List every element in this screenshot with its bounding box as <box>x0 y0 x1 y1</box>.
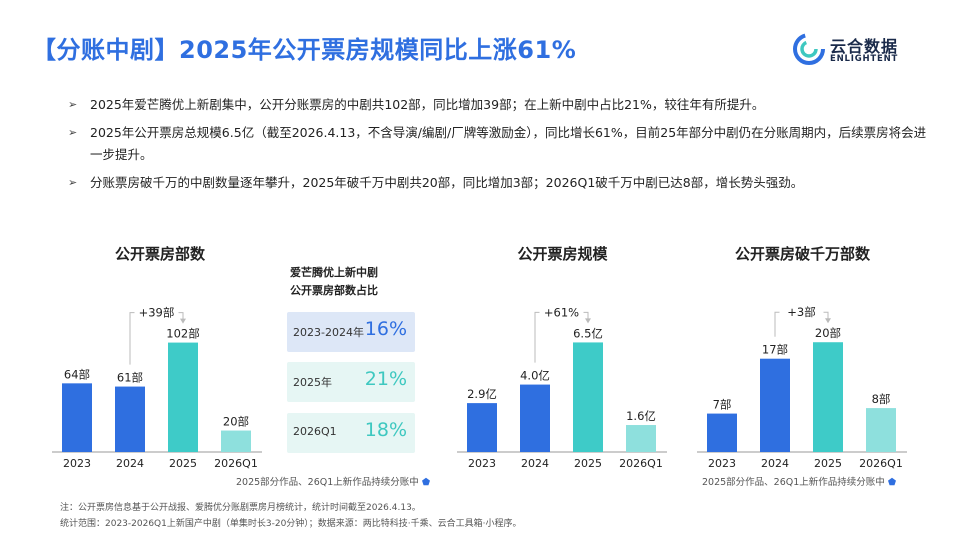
growth-label-bg <box>539 304 584 321</box>
bar <box>760 358 790 452</box>
chart-title-count: 公开票房部数 <box>114 245 205 263</box>
bar-value-label: 20部 <box>223 415 249 429</box>
growth-label: +61% <box>544 305 579 319</box>
x-tick-label: 2025 <box>169 457 197 470</box>
bar <box>467 403 497 452</box>
x-tick-label: 2023 <box>468 457 496 470</box>
tag-icon: ⬟ <box>421 477 431 488</box>
x-tick-label: 2026Q1 <box>619 457 663 470</box>
footer-note-right: 2025部分作品、26Q1上新作品持续分账中 ⬟ <box>702 474 896 488</box>
share-table-title: 爱芒腾优上新中剧 公开票房部数占比 <box>290 264 420 300</box>
share-table-title-line2: 公开票房部数占比 <box>290 284 378 297</box>
bullet-list: ➢ 2025年爱芒腾优上新剧集中，公开分账票房的中剧共102部，同比增加39部；… <box>64 94 934 200</box>
bar <box>115 386 145 452</box>
share-row-value: 16% <box>364 318 407 340</box>
logo-cn-text: 云合数据 <box>830 37 899 56</box>
tag-icon: ⬟ <box>887 477 897 488</box>
arrow-bullet-icon: ➢ <box>68 126 78 139</box>
bar <box>707 413 737 452</box>
footer-note-text: 2025部分作品、26Q1上新作品持续分账中 <box>236 477 419 488</box>
bar-value-label: 6.5亿 <box>573 326 603 340</box>
x-tick-label: 2026Q1 <box>859 457 903 470</box>
bar-value-label: 20部 <box>815 326 841 340</box>
bar <box>626 425 656 452</box>
x-tick-label: 2023 <box>63 457 91 470</box>
box-office-count-chart: 64部 2023 61部 2024 102部 2025 20部 2026Q1 +39部 <box>52 304 262 470</box>
x-tick-label: 2023 <box>708 457 736 470</box>
share-row: 2025年 21% <box>287 362 415 402</box>
x-tick-label: 2024 <box>521 457 549 470</box>
footer-note-left: 2025部分作品、26Q1上新作品持续分账中 ⬟ <box>236 474 430 488</box>
bar <box>520 384 550 452</box>
logo-en-text: ENLIGHTENT <box>830 54 899 64</box>
bar-value-label: 1.6亿 <box>626 409 656 423</box>
growth-label-bg <box>134 304 179 321</box>
bar-value-label: 17部 <box>762 343 788 357</box>
bar-value-label: 102部 <box>166 327 199 341</box>
share-row-label: 2026Q1 <box>293 425 337 438</box>
share-row-label: 2023-2024年 <box>293 326 364 339</box>
bullet-text: 2025年公开票房总规模6.5亿（截至2026.4.13，不含导演/编剧/厂牌等… <box>90 125 927 162</box>
growth-label: +3部 <box>787 305 815 319</box>
growth-arrow-icon <box>180 318 186 324</box>
growth-label: +39部 <box>139 306 175 320</box>
notes: 注：公开票房信息基于公开战报、爱腾优分账剧票房月榜统计，统计时间截至2026.4… <box>60 500 522 532</box>
bullet-item: ➢ 2025年公开票房总规模6.5亿（截至2026.4.13，不含导演/编剧/厂… <box>64 122 934 166</box>
chart-title-scale: 公开票房规模 <box>517 245 608 263</box>
share-row: 2026Q1 18% <box>287 413 415 453</box>
x-tick-label: 2024 <box>761 457 789 470</box>
bullet-item: ➢ 2025年爱芒腾优上新剧集中，公开分账票房的中剧共102部，同比增加39部；… <box>64 94 934 116</box>
arrow-bullet-icon: ➢ <box>68 98 78 111</box>
bar <box>221 430 251 452</box>
bar <box>573 342 603 452</box>
share-row-label: 2025年 <box>293 376 332 389</box>
note-line: 注：公开票房信息基于公开战报、爱腾优分账剧票房月榜统计，统计时间截至2026.4… <box>60 503 421 513</box>
box-office-scale-chart: 2.9亿 2023 4.0亿 2024 6.5亿 2025 1.6亿 2026Q1 +61% <box>457 304 667 470</box>
bar <box>866 408 896 452</box>
bar-value-label: 8部 <box>872 392 891 406</box>
growth-label-bg <box>779 304 824 321</box>
bar-value-label: 64部 <box>64 367 90 381</box>
bar <box>168 342 198 452</box>
x-tick-label: 2025 <box>574 457 602 470</box>
page-title: 【分账中剧】2025年公开票房规模同比上涨61% <box>32 36 577 64</box>
bar-value-label: 2.9亿 <box>467 387 497 401</box>
x-tick-label: 2026Q1 <box>214 457 258 470</box>
bullet-text: 2025年爱芒腾优上新剧集中，公开分账票房的中剧共102部，同比增加39部；在上… <box>90 97 765 112</box>
growth-arrow-icon <box>825 318 831 324</box>
bar-value-label: 61部 <box>117 371 143 385</box>
x-tick-label: 2024 <box>116 457 144 470</box>
growth-arrow-icon <box>585 318 591 324</box>
share-row-value: 21% <box>364 368 407 390</box>
bullet-item: ➢ 分账票房破千万的中剧数量逐年攀升，2025年破千万中剧共20部，同比增加3部… <box>64 172 934 194</box>
share-row-value: 18% <box>364 419 407 441</box>
logo-icon <box>793 33 825 65</box>
arrow-bullet-icon: ➢ <box>68 176 78 189</box>
share-row: 2023-2024年 16% <box>287 312 415 352</box>
bar-value-label: 7部 <box>713 398 732 412</box>
bar <box>62 383 92 452</box>
brand-logo: 云合数据 ENLIGHTENT <box>792 32 916 72</box>
bullet-text: 分账票房破千万的中剧数量逐年攀升，2025年破千万中剧共20部，同比增加3部；2… <box>90 175 804 190</box>
x-tick-label: 2025 <box>814 457 842 470</box>
bar-value-label: 4.0亿 <box>520 369 550 383</box>
ten-million-count-chart: 7部 2023 17部 2024 20部 2025 8部 2026Q1 +3部 <box>697 304 907 470</box>
footer-note-text: 2025部分作品、26Q1上新作品持续分账中 <box>702 477 885 488</box>
share-table-title-line1: 爱芒腾优上新中剧 <box>290 266 378 279</box>
note-line: 统计范围：2023-2026Q1上新国产中剧（单集时长3-20分钟）；数据来源：… <box>60 519 522 529</box>
bar <box>813 342 843 452</box>
chart-title-ten-million: 公开票房破千万部数 <box>734 245 870 263</box>
